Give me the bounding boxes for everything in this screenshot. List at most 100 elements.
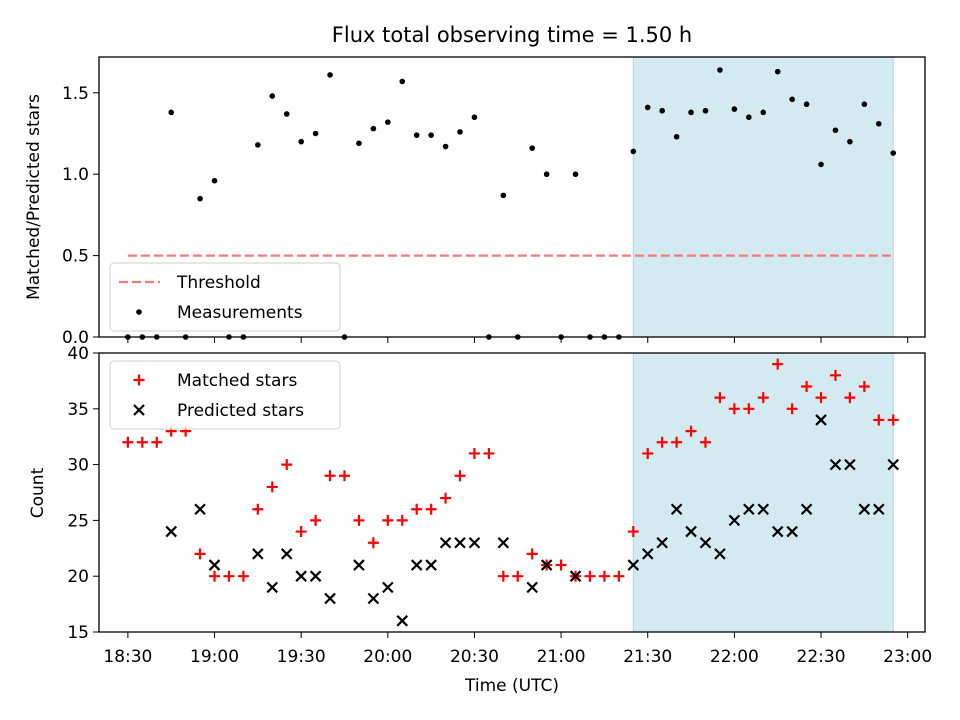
- predicted-stars-point: [367, 592, 380, 605]
- matched-stars-point: [281, 459, 293, 471]
- predicted-stars-point: [714, 548, 726, 560]
- bottom-panel-counts: 15 20 25 30 35 40 18:30 19:00 19:30 20:00 20:30 21:…: [67, 344, 932, 667]
- measurement-point: [428, 132, 434, 138]
- measurement-point: [875, 120, 882, 127]
- x-tick-label: 20:00: [363, 647, 412, 667]
- measurement-point: [399, 78, 406, 85]
- predicted-stars-point: [454, 536, 466, 549]
- matched-stars-point: [627, 526, 639, 538]
- measurement-point: [673, 133, 680, 140]
- measurement-point: [356, 140, 362, 147]
- predicted-stars-point: [396, 615, 409, 627]
- measurement-point: [832, 127, 839, 134]
- y-tick-label: 35: [67, 400, 89, 420]
- matched-stars-point: [887, 414, 899, 426]
- measurement-point: [168, 109, 175, 116]
- predicted-stars-point: [410, 559, 423, 571]
- matched-stars-point: [786, 403, 798, 415]
- legend-label: Measurements: [177, 303, 303, 323]
- measurement-point: [500, 192, 507, 199]
- bottom-legend: Matched stars Predicted stars: [109, 360, 341, 430]
- measurement-point: [327, 72, 333, 78]
- axes-frame: [98, 56, 926, 338]
- predicted-stars-point: [858, 503, 871, 516]
- matched-stars-point: [266, 481, 278, 493]
- predicted-stars-point: [165, 525, 177, 538]
- matched-stars-point: [223, 570, 235, 582]
- measurement-point: [413, 132, 420, 138]
- matched-stars-point: [136, 436, 148, 448]
- legend-matched-swatch: [133, 374, 145, 386]
- x-tick-label: 19:00: [190, 647, 239, 667]
- predicted-stars-point: [569, 570, 582, 582]
- matched-stars-point: [512, 570, 524, 582]
- matched-stars-point: [425, 503, 437, 515]
- measurement-point: [861, 101, 868, 108]
- predicted-stars-point: [685, 525, 697, 538]
- x-tick-label: 21:30: [623, 647, 672, 667]
- matched-stars-point: [844, 392, 856, 404]
- axes-frame: [98, 352, 926, 633]
- predicted-stars-point: [873, 503, 885, 516]
- matched-stars-point: [483, 447, 495, 459]
- x-tick-label: 20:30: [450, 647, 499, 667]
- predicted-stars-point: [540, 559, 553, 571]
- matched-stars-point: [772, 358, 784, 370]
- predicted-stars-point: [670, 503, 683, 516]
- top-y-axis-label: Matched/Predicted stars: [24, 94, 44, 300]
- measurement-point: [457, 129, 463, 135]
- y-tick-label: 20: [67, 567, 89, 587]
- y-tick-label: 30: [67, 456, 89, 476]
- matched-stars-point: [122, 436, 134, 448]
- matched-stars-point: [237, 570, 249, 582]
- measurement-point: [442, 143, 449, 150]
- legend-measurement-swatch: [136, 309, 142, 315]
- matched-stars-point: [815, 392, 827, 404]
- predicted-stars-point: [324, 592, 336, 605]
- predicted-stars-point: [800, 503, 813, 516]
- matched-stars-point: [714, 392, 726, 404]
- top-legend: Threshold Measurements: [109, 262, 341, 332]
- x-tick-label: 19:30: [277, 647, 326, 667]
- bottom-y-axis-label: Count: [28, 467, 48, 518]
- measurement-point: [370, 125, 377, 132]
- matched-stars-point: [700, 436, 712, 448]
- predicted-stars-point: [743, 503, 755, 516]
- measurement-point: [630, 148, 637, 155]
- measurement-point: [731, 106, 738, 112]
- matched-stars-point: [757, 392, 769, 404]
- measurement-point: [890, 150, 897, 156]
- measurement-point: [572, 171, 579, 178]
- measurement-point: [688, 109, 694, 116]
- measurement-point: [847, 138, 853, 145]
- predicted-stars-point: [815, 414, 827, 426]
- predicted-stars-point: [468, 536, 481, 549]
- predicted-stars-point: [728, 514, 741, 527]
- measurement-point: [211, 177, 218, 184]
- matched-stars-point: [468, 447, 480, 459]
- x-axis-label: Time (UTC): [464, 676, 559, 696]
- predicted-stars-point: [887, 458, 900, 471]
- y-tick-label: 40: [67, 344, 89, 364]
- y-tick-label: 1.5: [62, 84, 89, 104]
- matched-stars-point: [338, 470, 350, 482]
- predicted-stars-point: [353, 559, 365, 571]
- matched-stars-point: [396, 514, 408, 526]
- y-tick-label: 25: [67, 511, 89, 531]
- matched-stars-point: [642, 447, 654, 459]
- measurement-point: [818, 161, 824, 168]
- x-tick-label: 22:30: [797, 647, 846, 667]
- predicted-stars-point: [497, 536, 510, 549]
- measurement-point: [269, 93, 276, 99]
- matched-stars-point: [829, 369, 841, 381]
- matched-stars-point: [685, 425, 697, 437]
- legend-label: Matched stars: [177, 371, 297, 391]
- x-tick-label: 21:00: [537, 647, 586, 667]
- measurement-point: [803, 101, 810, 108]
- predicted-stars-point: [757, 503, 770, 516]
- matched-stars-point: [858, 380, 870, 392]
- predicted-stars-point: [194, 503, 206, 516]
- measurement-point: [312, 130, 319, 137]
- top-panel-ratio: 0.0 0.5 1.0 1.5 Threshold Measurements: [62, 56, 926, 348]
- predicted-stars-point: [252, 548, 264, 560]
